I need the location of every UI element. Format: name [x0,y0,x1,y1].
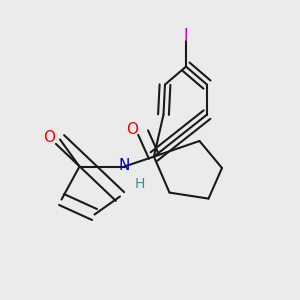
Text: H: H [135,177,145,191]
Text: I: I [184,28,188,43]
Text: O: O [44,130,56,146]
Text: N: N [119,158,130,172]
Text: O: O [126,122,138,137]
